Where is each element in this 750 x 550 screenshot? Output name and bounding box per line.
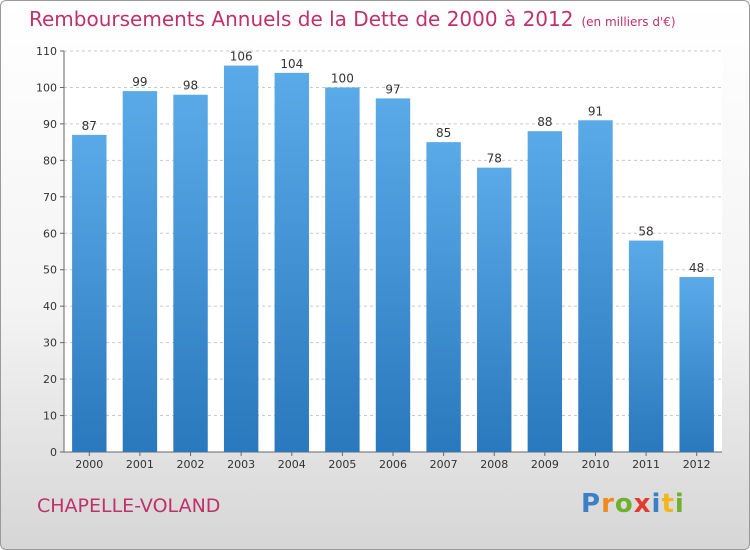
bar-value-label: 99 (132, 75, 147, 89)
commune-name: CHAPELLE-VOLAND (37, 495, 221, 517)
y-tick-label: 0 (50, 446, 57, 459)
logo-letter: x (633, 489, 652, 519)
bar-value-label: 100 (331, 71, 354, 85)
x-tick-label: 2005 (328, 458, 356, 471)
y-tick-label: 50 (43, 264, 57, 277)
bar (375, 98, 411, 453)
bars (72, 65, 714, 453)
chart-title-text: Remboursements Annuels de la Dette de 20… (29, 7, 574, 31)
bar-value-label: 85 (436, 126, 451, 140)
x-tick-label: 2003 (227, 458, 255, 471)
bar (325, 87, 360, 453)
logo-letter: P (581, 489, 602, 519)
bar (72, 134, 107, 452)
logo-letter: i (651, 489, 662, 519)
bar (223, 65, 259, 452)
x-tick-label: 2012 (683, 458, 711, 471)
x-tick-label: 2010 (581, 458, 609, 471)
x-tick-label: 2001 (126, 458, 154, 471)
bar-value-label: 88 (537, 115, 552, 129)
y-tick-label: 70 (43, 191, 57, 204)
bar (274, 72, 309, 452)
chart-unit-label: (en milliers d'€) (581, 15, 676, 29)
bar-value-label: 78 (487, 152, 502, 166)
x-tick-label: 2006 (379, 458, 407, 471)
proxiti-logo: Proxiti (581, 489, 685, 519)
x-tick-label: 2004 (278, 458, 306, 471)
x-tick-label: 2007 (430, 458, 458, 471)
bar (527, 131, 563, 452)
labels: 87 2000 99 2001 98 2002 106 2003 104 2004 100 2005 9… (75, 50, 710, 471)
x-tick-label: 2011 (632, 458, 660, 471)
bar (173, 94, 208, 452)
y-tick-label: 80 (43, 154, 57, 167)
bar (578, 120, 613, 452)
y-tick-label: 110 (36, 45, 57, 58)
logo-letter: t (661, 489, 675, 519)
logo-letter: r (601, 489, 615, 519)
y-tick-label: 100 (36, 81, 57, 94)
bar (122, 91, 158, 452)
bar-value-label: 97 (385, 82, 400, 96)
y-tick-label: 40 (43, 300, 57, 313)
y-tick-label: 90 (43, 118, 57, 131)
logo-letter: o (614, 489, 634, 519)
bar-value-label: 106 (230, 50, 253, 64)
x-tick-label: 2009 (531, 458, 559, 471)
bar (426, 142, 461, 453)
bar-value-label: 58 (638, 225, 653, 239)
x-tick-label: 2000 (75, 458, 103, 471)
y-tick-label: 20 (43, 373, 57, 386)
bar (477, 167, 512, 452)
y-tick-label: 60 (43, 227, 57, 240)
bar-value-label: 98 (183, 79, 198, 93)
logo-letter: i (674, 489, 685, 519)
x-tick-label: 2008 (480, 458, 508, 471)
bar-value-label: 48 (689, 261, 704, 275)
bar (679, 277, 714, 452)
bar (628, 240, 664, 452)
bar-value-label: 91 (588, 104, 603, 118)
y-tick-label: 30 (43, 337, 57, 350)
chart-title: Remboursements Annuels de la Dette de 20… (29, 7, 676, 31)
bar-value-label: 87 (82, 119, 97, 133)
y-tick-label: 10 (43, 410, 57, 423)
bar-value-label: 104 (280, 57, 303, 71)
x-tick-label: 2002 (177, 458, 205, 471)
